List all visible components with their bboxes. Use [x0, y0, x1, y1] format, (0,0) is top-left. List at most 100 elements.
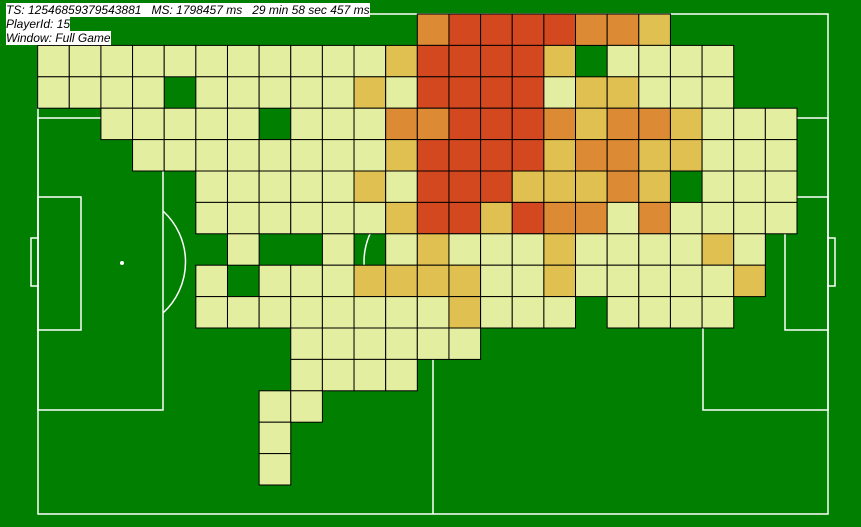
heatmap-cell	[258, 201, 292, 235]
time-label: 29 min 58 sec 457 ms	[252, 3, 370, 17]
heatmap-cell	[195, 264, 228, 298]
heatmap-cell	[258, 170, 292, 203]
heatmap-cell	[385, 44, 418, 78]
heatmap-cell	[448, 327, 482, 360]
heatmap-cell	[100, 76, 134, 109]
heatmap-cell	[575, 76, 608, 109]
heatmap-cell	[575, 170, 608, 203]
heatmap-cell	[258, 453, 292, 486]
heatmap-cell	[353, 327, 387, 360]
heatmap-cell	[448, 139, 482, 172]
heatmap-cell	[606, 76, 640, 109]
heatmap-cell	[511, 107, 545, 141]
info-timestamp-line: TS: 12546859379543881 MS: 1798457 ms 29 …	[6, 3, 370, 17]
heatmap-cell	[448, 170, 482, 203]
heatmap-cell	[226, 296, 260, 329]
ms-label: MS: 1798457 ms	[151, 3, 243, 17]
heatmap-cell	[511, 296, 545, 329]
heatmap-cell	[638, 107, 671, 141]
heatmap-cell	[258, 139, 292, 172]
heatmap-cell	[480, 201, 513, 235]
heatmap-cell	[480, 233, 513, 266]
heatmap-cell	[480, 296, 513, 329]
heatmap-cell	[132, 139, 165, 172]
heatmap-cell	[733, 139, 766, 172]
heatmap-cell	[606, 44, 640, 78]
heatmap-cell	[290, 327, 323, 360]
heatmap-cell	[416, 76, 450, 109]
heatmap-cell	[764, 139, 798, 172]
heatmap-cell	[733, 107, 766, 141]
heatmap-cell	[163, 107, 197, 141]
info-window-line: Window: Full Game	[6, 31, 370, 45]
heatmap-cell	[606, 296, 640, 329]
heatmap-cell	[385, 233, 418, 266]
heatmap-cell	[416, 107, 450, 141]
heatmap-cell	[606, 139, 640, 172]
heatmap-cell	[701, 170, 735, 203]
timestamp-label: TS: 12546859379543881	[6, 3, 142, 17]
heatmap-cell	[701, 264, 735, 298]
heatmap-cell	[480, 139, 513, 172]
heatmap-cell	[480, 170, 513, 203]
heatmap-cell	[638, 13, 671, 46]
heatmap-cell	[669, 264, 703, 298]
heatmap-cell	[638, 139, 671, 172]
heatmap-cell	[385, 327, 418, 360]
heatmap-cell	[290, 201, 323, 235]
heatmap-cell	[669, 139, 703, 172]
heatmap-cell	[258, 76, 292, 109]
heatmap-cell	[353, 107, 387, 141]
heatmap-cell	[448, 76, 482, 109]
heatmap-cell	[701, 233, 735, 266]
heatmap-cell	[669, 44, 703, 78]
heatmap-cell	[606, 13, 640, 46]
heatmap-cell	[226, 107, 260, 141]
info-player-line: PlayerId: 15	[6, 17, 370, 31]
heatmap-cell	[480, 13, 513, 46]
heatmap-cell	[606, 170, 640, 203]
heatmap-cell	[606, 107, 640, 141]
heatmap-cell	[511, 76, 545, 109]
heatmap-cell	[385, 358, 418, 392]
heatmap-cell	[448, 13, 482, 46]
heatmap-cell	[575, 107, 608, 141]
heatmap-cell	[258, 44, 292, 78]
heatmap-cell	[575, 13, 608, 46]
heatmap-cell	[669, 76, 703, 109]
heatmap-cell	[385, 201, 418, 235]
heatmap-cell	[226, 76, 260, 109]
heatmap-cell	[448, 201, 482, 235]
heatmap-cell	[385, 107, 418, 141]
heatmap-cell	[100, 44, 134, 78]
heatmap-cell	[353, 76, 387, 109]
heatmap-cell	[290, 44, 323, 78]
heatmap-cell	[226, 139, 260, 172]
heatmap-cell	[163, 139, 197, 172]
heatmap-cell	[543, 13, 577, 46]
heatmap-cell	[385, 264, 418, 298]
heatmap-cell	[543, 44, 577, 78]
heatmap-cell	[416, 139, 450, 172]
heatmap-cell	[733, 264, 766, 298]
heatmap-cell	[290, 264, 323, 298]
heatmap-cell	[290, 107, 323, 141]
heatmap-cell	[543, 170, 577, 203]
heatmap-cells	[37, 13, 798, 486]
heatmap-cell	[543, 264, 577, 298]
heatmap-cell	[258, 421, 292, 455]
heatmap-cell	[226, 170, 260, 203]
heatmap-cell	[416, 296, 450, 329]
heatmap-cell	[701, 76, 735, 109]
heatmap-cell	[764, 107, 798, 141]
heatmap-cell	[543, 201, 577, 235]
heatmap-cell	[669, 107, 703, 141]
heatmap-cell	[511, 170, 545, 203]
heatmap-cell	[195, 44, 228, 78]
heatmap-cell	[226, 44, 260, 78]
heatmap-cell	[733, 233, 766, 266]
heatmap-cell	[321, 358, 355, 392]
heatmap-cell	[321, 44, 355, 78]
